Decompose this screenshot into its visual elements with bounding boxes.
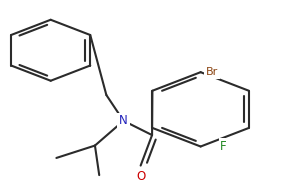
Text: Br: Br	[206, 67, 218, 77]
Text: N: N	[119, 114, 128, 127]
Text: F: F	[220, 140, 227, 153]
Text: O: O	[136, 170, 145, 183]
